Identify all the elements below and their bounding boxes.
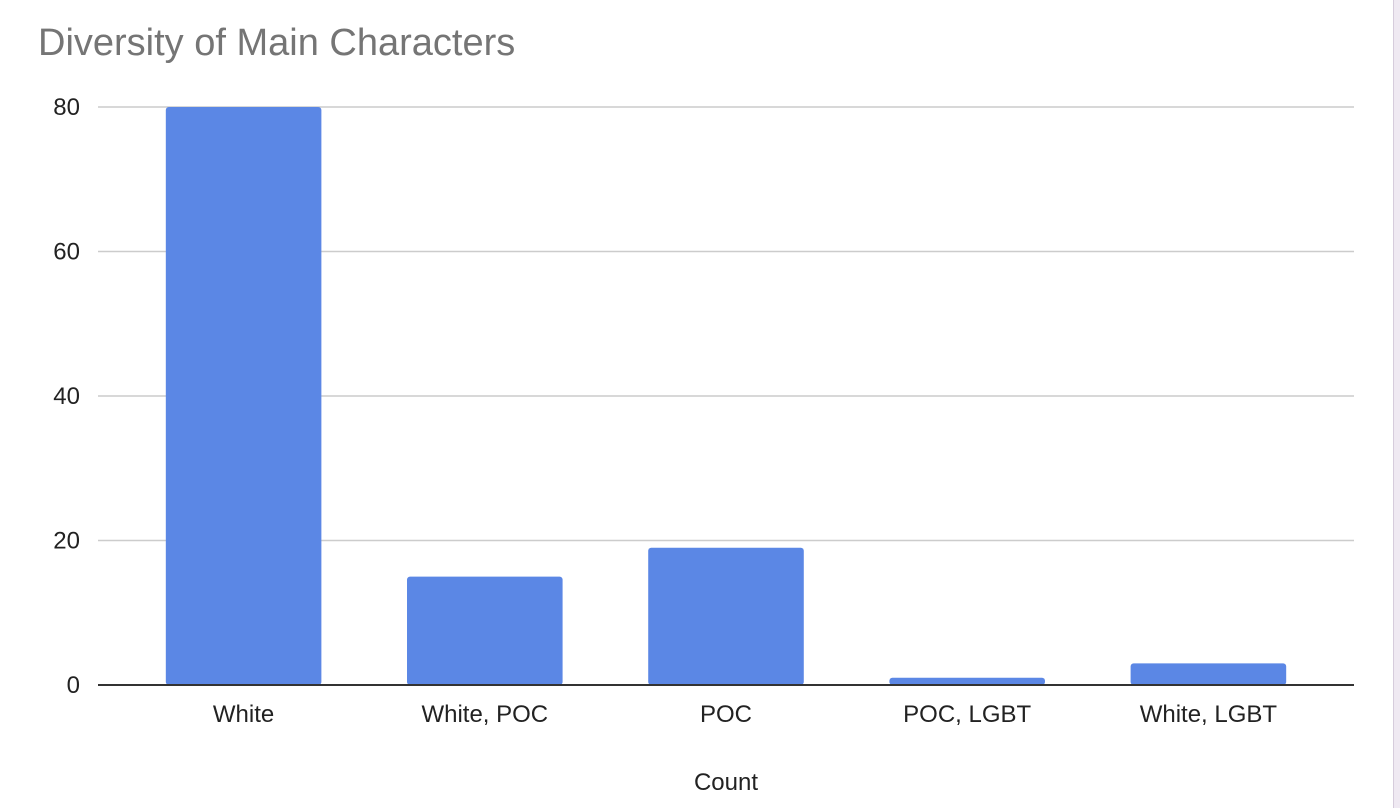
x-axis-title: Count xyxy=(694,769,758,796)
y-tick-label: 20 xyxy=(53,528,80,555)
y-tick-label: 40 xyxy=(53,383,80,410)
y-tick-label: 80 xyxy=(53,94,80,121)
bar-white-lgbt xyxy=(1130,663,1287,685)
bar-white xyxy=(165,107,322,685)
x-tick-label: White xyxy=(213,701,274,728)
x-axis-ticks: White White, POC POC POC, LGBT White, LGBT xyxy=(213,701,1277,728)
bar-poc-lgbt xyxy=(889,677,1045,685)
bar-poc xyxy=(648,547,804,685)
bars xyxy=(165,107,1287,685)
x-tick-label: White, POC xyxy=(421,701,548,728)
y-tick-label: 0 xyxy=(67,672,80,699)
y-axis-ticks: 0 20 40 60 80 xyxy=(53,94,80,699)
x-tick-label: POC, LGBT xyxy=(903,701,1031,728)
x-tick-label: POC xyxy=(700,701,752,728)
window-edge-strip xyxy=(1393,0,1400,808)
y-tick-label: 60 xyxy=(53,239,80,266)
chart-title: Diversity of Main Characters xyxy=(38,22,515,64)
x-tick-label: White, LGBT xyxy=(1140,701,1278,728)
bar-white-poc xyxy=(407,576,563,685)
